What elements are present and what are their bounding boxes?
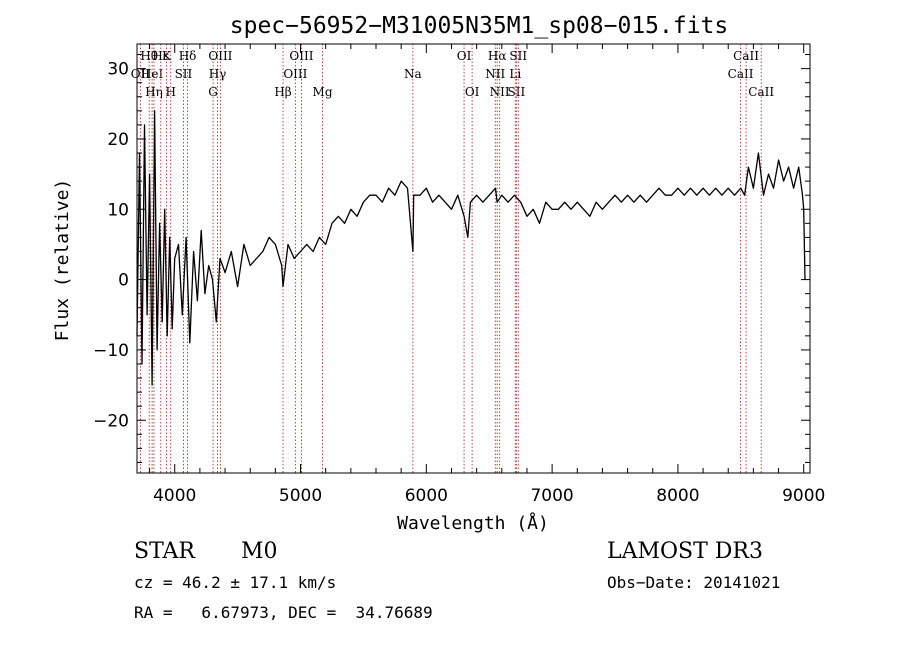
- series-line-flux: [136, 110, 806, 386]
- x-tick-label-4000: 4000: [153, 486, 196, 506]
- x-axis: 4000 5000 6000 7000 8000 9000: [149, 44, 825, 506]
- line-marker-label-7: SII: [175, 67, 193, 81]
- line-marker-label-6: H: [165, 85, 175, 99]
- y-axis: −20 −10 0 10 20 30: [93, 54, 810, 463]
- line-marker-label-17: OI: [457, 49, 472, 63]
- object-class: STAR: [134, 539, 195, 564]
- plot-frame: [136, 43, 811, 474]
- coordinates-readout: RA = 6.67973, DEC = 34.76689: [134, 603, 433, 622]
- x-tick-label-8000: 8000: [656, 486, 699, 506]
- line-marker-label-21: NII: [490, 85, 510, 99]
- x-axis-label: Wavelength (Å): [397, 512, 549, 534]
- line-marker-label-27: CaII: [748, 85, 774, 99]
- x-tick-label-9000: 9000: [782, 486, 825, 506]
- line-marker-label-0: OII: [131, 67, 151, 81]
- y-tick-label--20: −20: [93, 411, 129, 431]
- y-tick-label--10: −10: [93, 341, 129, 361]
- y-axis-label: Flux (relative): [52, 179, 73, 342]
- line-marker-label-19: NII: [485, 67, 505, 81]
- x-tick-label-7000: 7000: [530, 486, 573, 506]
- line-marker-label-20: Hα: [488, 49, 507, 63]
- line-marker-label-4: Hε: [152, 49, 169, 63]
- line-marker-label-8: Hδ: [179, 49, 197, 63]
- x-tick-label-6000: 6000: [405, 486, 448, 506]
- spectral-line-markers: OIIHθHeIHηHεKHSIIHδGHγOIIIHβOIIIOIIIMgNa…: [131, 44, 774, 473]
- line-marker-label-25: CaII: [728, 67, 754, 81]
- spectrum-series: [136, 110, 806, 386]
- survey-name: LAMOST DR3: [607, 539, 763, 564]
- y-tick-label-0: 0: [118, 271, 129, 291]
- line-marker-label-5: K: [162, 49, 172, 63]
- line-marker-label-23: SII: [508, 85, 526, 99]
- line-marker-label-9: G: [208, 85, 218, 99]
- line-marker-label-13: OIII: [283, 67, 307, 81]
- line-marker-label-24: SII: [509, 49, 527, 63]
- line-marker-label-11: OIII: [208, 49, 232, 63]
- y-tick-label-30: 30: [107, 60, 129, 80]
- line-marker-label-15: Mg: [313, 85, 333, 99]
- y-tick-label-20: 20: [107, 130, 129, 150]
- y-tick-label-10: 10: [107, 200, 129, 220]
- object-subclass: M0: [241, 539, 278, 564]
- line-marker-label-2: HeI: [141, 67, 164, 81]
- line-marker-label-18: OI: [465, 85, 480, 99]
- x-tick-label-5000: 5000: [279, 486, 322, 506]
- redshift-readout: cz = 46.2 ± 17.1 km/s: [134, 573, 337, 592]
- chart-title: spec−56952−M31005N35M1_sp08−015.fits: [230, 13, 729, 39]
- line-marker-label-3: Hη: [145, 85, 163, 99]
- observation-date: Obs−Date: 20141021: [607, 573, 781, 592]
- line-marker-label-12: Hβ: [274, 85, 291, 99]
- line-marker-label-26: CaII: [733, 49, 759, 63]
- line-marker-label-14: OIII: [289, 49, 313, 63]
- line-marker-label-22: Li: [509, 67, 521, 81]
- line-marker-label-10: Hγ: [209, 67, 227, 81]
- line-marker-label-16: Na: [404, 67, 422, 81]
